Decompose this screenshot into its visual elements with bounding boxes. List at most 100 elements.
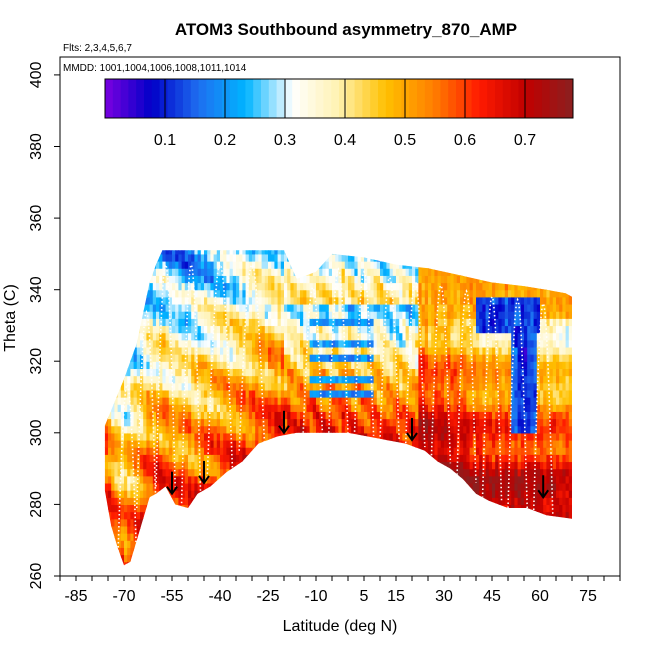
heatmap-cell bbox=[200, 468, 205, 477]
heatmap-cell bbox=[133, 354, 138, 362]
heatmap-cell bbox=[284, 275, 288, 284]
heatmap-cell bbox=[280, 346, 285, 355]
heatmap-cell bbox=[300, 404, 304, 412]
heatmap-cell bbox=[168, 289, 173, 298]
heatmap-cell bbox=[296, 354, 301, 362]
heatmap-cell bbox=[248, 432, 253, 441]
heatmap-cell bbox=[152, 332, 157, 341]
heatmap-cell bbox=[120, 482, 125, 491]
heatmap-cell bbox=[165, 325, 170, 334]
heatmap-cell bbox=[370, 289, 375, 298]
heatmap-cell bbox=[271, 354, 275, 362]
heatmap-cell bbox=[360, 332, 365, 341]
heatmap-cell bbox=[124, 540, 128, 548]
heatmap-cell bbox=[226, 325, 231, 334]
heatmap-cell bbox=[143, 332, 147, 341]
heatmap-cell bbox=[188, 418, 192, 427]
heatmap-cell bbox=[248, 268, 253, 276]
heatmap-cell bbox=[236, 275, 240, 284]
heatmap-cell bbox=[216, 404, 221, 412]
heatmap-cell bbox=[268, 275, 272, 284]
heatmap-cell bbox=[421, 296, 426, 305]
heatmap-cell bbox=[197, 332, 202, 341]
heatmap-cell bbox=[444, 404, 448, 412]
heatmap-cell bbox=[226, 250, 231, 255]
heatmap-cell bbox=[360, 311, 365, 319]
heatmap-cell bbox=[380, 389, 384, 398]
heatmap-cell bbox=[159, 439, 163, 448]
heatmap-cell bbox=[370, 275, 375, 284]
heatmap-cell bbox=[242, 268, 247, 276]
heatmap-cell bbox=[258, 253, 263, 262]
heatmap-cell bbox=[412, 382, 416, 391]
heatmap-cell bbox=[389, 375, 394, 384]
heatmap-cell bbox=[162, 468, 167, 477]
heatmap-cell bbox=[197, 368, 202, 377]
heatmap-cell bbox=[232, 389, 237, 398]
heatmap-cell bbox=[165, 375, 170, 384]
heatmap-cell bbox=[405, 439, 410, 448]
heatmap-cell bbox=[309, 339, 314, 348]
heatmap-cell bbox=[242, 368, 247, 377]
heatmap-cell bbox=[181, 482, 186, 491]
heatmap-cell bbox=[293, 296, 298, 305]
heatmap-cell bbox=[130, 490, 135, 498]
heatmap-cell bbox=[255, 418, 259, 427]
heatmap-cell bbox=[156, 375, 160, 384]
heatmap-cell bbox=[111, 497, 115, 506]
heatmap-cell bbox=[440, 275, 445, 284]
heatmap-cell bbox=[357, 325, 362, 334]
heatmap-cell bbox=[188, 454, 192, 463]
heatmap-cell bbox=[242, 250, 247, 255]
heatmap-cell bbox=[373, 268, 378, 276]
heatmap-cell bbox=[296, 282, 301, 291]
heatmap-cell bbox=[415, 318, 419, 327]
heatmap-cell bbox=[261, 311, 266, 319]
heatmap-cell bbox=[431, 318, 435, 327]
heatmap-cell bbox=[140, 354, 144, 362]
heatmap-cell bbox=[162, 447, 167, 455]
heatmap-cell bbox=[258, 289, 263, 298]
heatmap-cell bbox=[242, 311, 247, 319]
heatmap-cell bbox=[316, 361, 320, 369]
heatmap-cell bbox=[178, 253, 183, 262]
heatmap-cell bbox=[338, 282, 343, 291]
heatmap-cell bbox=[453, 354, 458, 362]
heatmap-cell bbox=[319, 418, 323, 427]
heatmap-cell bbox=[136, 432, 141, 441]
heatmap-cell bbox=[191, 250, 195, 255]
heatmap-cell bbox=[274, 389, 279, 398]
heatmap-cell bbox=[242, 389, 247, 398]
heatmap-cell bbox=[133, 439, 138, 448]
heatmap-cell bbox=[152, 282, 157, 291]
heatmap-cell bbox=[264, 325, 269, 334]
heatmap-cell bbox=[136, 346, 141, 355]
heatmap-cell bbox=[287, 346, 291, 355]
heatmap-cell bbox=[172, 468, 176, 477]
heatmap-cell bbox=[229, 332, 234, 341]
heatmap-cell bbox=[437, 425, 442, 434]
heatmap-cell bbox=[236, 447, 240, 455]
heatmap-cell bbox=[287, 418, 291, 427]
heatmap-cell bbox=[424, 289, 429, 298]
heatmap-cell bbox=[213, 411, 218, 420]
heatmap-cell bbox=[130, 511, 135, 520]
heatmap-cell bbox=[357, 361, 362, 369]
heatmap-cell bbox=[226, 253, 231, 262]
heatmap-cell bbox=[367, 361, 371, 369]
heatmap-cell bbox=[383, 268, 387, 276]
heatmap-cell bbox=[194, 332, 199, 341]
heatmap-cell bbox=[431, 346, 435, 355]
heatmap-cell bbox=[440, 346, 445, 355]
heatmap-cell bbox=[120, 411, 125, 420]
heatmap-cell bbox=[338, 418, 343, 427]
heatmap-cell bbox=[197, 253, 202, 262]
heatmap-cell bbox=[434, 432, 439, 441]
heatmap-cell bbox=[111, 439, 115, 448]
heatmap-cell bbox=[245, 397, 250, 405]
flights-annotation: Flts: 2,3,4,5,6,7 bbox=[63, 43, 132, 54]
heatmap-cell bbox=[159, 461, 163, 470]
heatmap-cell bbox=[284, 253, 288, 262]
heatmap-cell bbox=[191, 375, 195, 384]
heatmap-cell bbox=[111, 475, 115, 484]
